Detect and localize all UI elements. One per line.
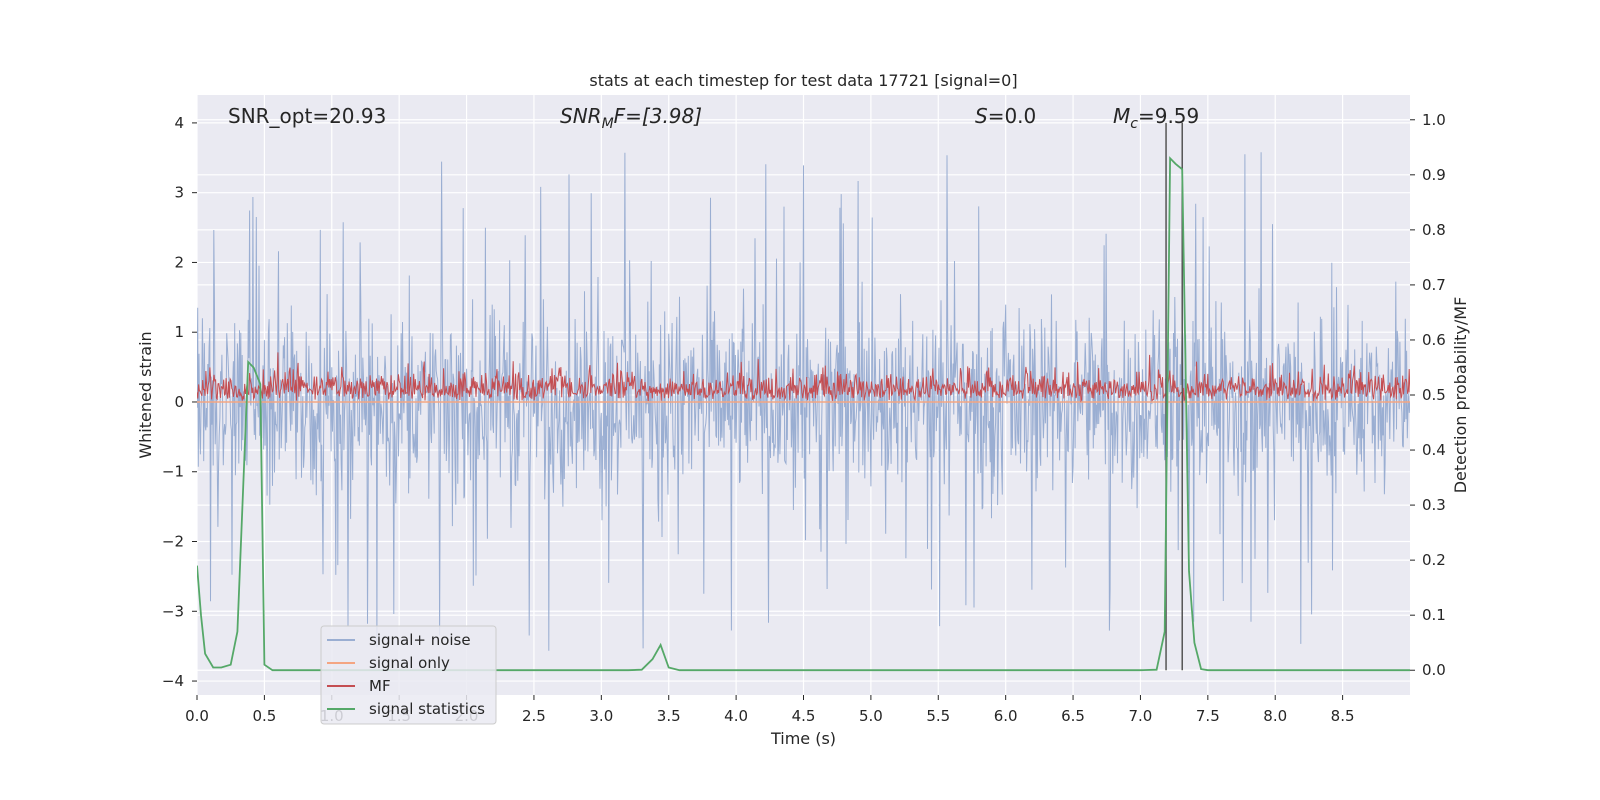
y-right-tick-label: 0.4 [1422,441,1446,459]
x-tick-label: 5.0 [859,707,883,725]
x-tick-label: 4.5 [792,707,816,725]
legend-label: signal only [369,654,450,672]
x-tick-label: 4.0 [724,707,748,725]
x-tick-label: 3.5 [657,707,681,725]
legend-label: signal statistics [369,700,485,718]
y-tick-label: 1 [174,323,184,341]
x-tick-label: 0.0 [185,707,209,725]
legend-label: signal+ noise [369,631,471,649]
y-tick-label: −1 [162,463,184,481]
annotation-snr-mf-base: SNR [560,104,602,128]
y-right-tick-label: 0.5 [1422,386,1446,404]
annotation-mc-base: M [1113,104,1130,128]
x-tick-label: 6.0 [994,707,1018,725]
chart-title: stats at each timestep for test data 177… [589,71,1017,90]
y-tick-label: 4 [174,114,184,132]
x-tick-label: 7.5 [1196,707,1220,725]
x-tick-label: 5.5 [926,707,950,725]
y-tick-label: 2 [174,253,184,271]
annotation-snr-mf-rest: F=[3.98] [614,104,702,128]
y-right-tick-label: 0.3 [1422,496,1446,514]
y-tick-label: −4 [162,672,184,690]
y-tick-label: −3 [162,602,184,620]
y-tick-label: 3 [174,184,184,202]
y-right-tick-label: 0.6 [1422,331,1446,349]
y-right-tick-label: 1.0 [1422,111,1446,129]
x-tick-label: 2.5 [522,707,546,725]
annotation-snr-mf-sub: M [602,116,614,132]
annotation-snr-opt: SNR_opt=20.93 [228,104,386,128]
x-axis-label: Time (s) [770,729,836,748]
annotation-snr-mf: SNRMF=[3.98] [560,104,702,132]
legend-label: MF [369,677,391,695]
x-tick-label: 7.0 [1129,707,1153,725]
x-tick-label: 8.5 [1331,707,1355,725]
legend-box [320,625,497,725]
y-right-tick-label: 0.9 [1422,166,1446,184]
y-axis-right-label: Detection probability/MF [1451,297,1470,494]
y-tick-label: 0 [174,393,184,411]
annotation-s-rest: =0.0 [988,104,1037,128]
series-signal-statistics [197,156,1410,672]
y-tick-label: −2 [162,533,184,551]
annotation-mc-sub: c [1130,116,1138,132]
legend: signal+ noise signal only MF signal statist… [320,625,497,725]
annotation-mc-rest: =9.59 [1138,104,1199,128]
annotation-s-base: S [975,104,988,128]
y-right-tick-label: 0.0 [1422,661,1446,679]
y-right-tick-label: 0.8 [1422,221,1446,239]
series-signal-noise [197,152,1410,651]
series-mf [197,352,1410,403]
annotation-mc: Mc=9.59 [1113,104,1199,132]
annotation-s: S=0.0 [975,104,1036,128]
y-right-tick-label: 0.1 [1422,606,1446,624]
x-tick-label: 6.5 [1061,707,1085,725]
x-tick-label: 3.0 [589,707,613,725]
y-axis-label: Whitened strain [136,331,155,458]
x-tick-label: 0.5 [252,707,276,725]
y-right-tick-label: 0.2 [1422,551,1446,569]
x-tick-label: 8.0 [1263,707,1287,725]
y-right-tick-label: 0.7 [1422,276,1446,294]
